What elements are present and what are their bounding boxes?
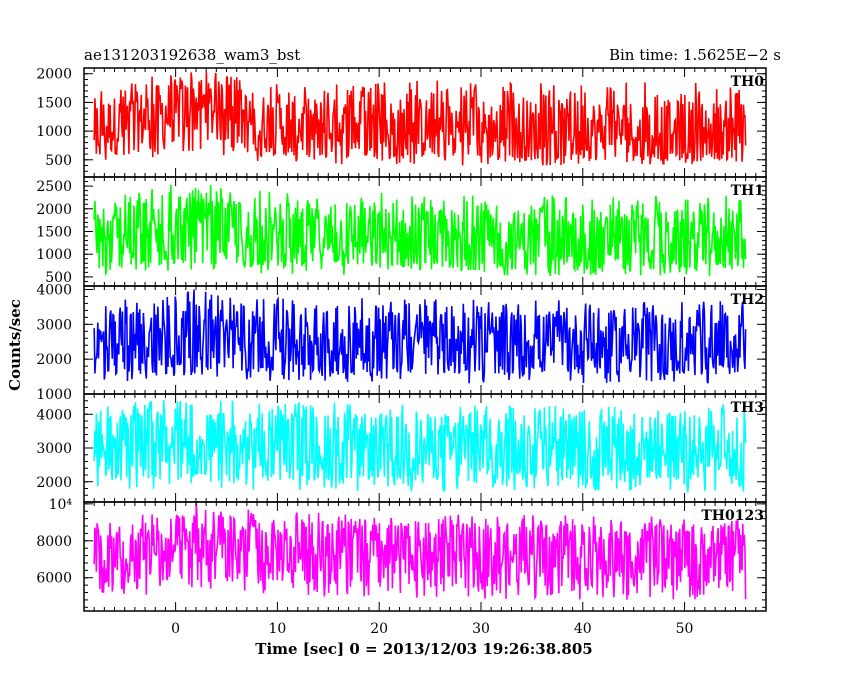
y-tick-label: 3000: [36, 441, 72, 457]
x-tick-label: 0: [171, 621, 180, 637]
series-th2: [93, 289, 747, 384]
y-tick-label: 2000: [36, 475, 72, 491]
y-tick-label: 500: [45, 153, 72, 169]
x-tick-label: 20: [370, 621, 388, 637]
x-tick-label: 50: [676, 621, 694, 637]
panel-frame: [83, 501, 767, 612]
series-th1: [93, 184, 747, 277]
series-th0: [93, 71, 747, 166]
series-label-th2: TH2: [731, 292, 764, 308]
y-tick-label: 1500: [36, 225, 72, 241]
series-th0123: [93, 502, 747, 601]
y-tick-label: 4000: [36, 282, 72, 298]
chart-title: ae131203192638_wam3_bst: [84, 46, 300, 64]
y-tick-label: 2000: [36, 352, 72, 368]
panel-th1: 500 1000 1500 2000 2500 TH1: [36, 176, 767, 287]
y-tick-label: 6000: [36, 571, 72, 587]
panel-th2: 1000 2000 3000 4000 TH2: [36, 282, 767, 403]
x-tick-label: 30: [472, 621, 490, 637]
y-tick-label: 1000: [36, 247, 72, 263]
y-tick-label: 1500: [36, 95, 72, 111]
y-tick-label: 8000: [36, 534, 72, 550]
y-axis-label: Counts/sec: [6, 299, 24, 391]
y-tick-label: 1000: [36, 124, 72, 140]
y-tick-label: 1000: [36, 387, 72, 403]
y-tick-label: 500: [45, 270, 72, 286]
y-tick-label: 2000: [36, 202, 72, 218]
panel-th0: 500 1000 1500 2000 TH0: [36, 67, 767, 178]
y-tick-label: 3000: [36, 317, 72, 333]
series-label-th1: TH1: [731, 183, 764, 199]
panel-th3: 2000 3000 4000 TH3: [36, 393, 767, 503]
series-label-th0: TH0: [731, 74, 765, 90]
series-th3: [93, 400, 747, 493]
x-tick-label: 10: [268, 621, 286, 637]
panel-th0123: 6000 8000 10⁴ TH0123: [36, 497, 767, 612]
series-label-th3: TH3: [731, 400, 764, 416]
y-tick-label: 2500: [36, 179, 72, 195]
y-tick-label: 4000: [36, 407, 72, 423]
x-axis-label: Time [sec] 0 = 2013/12/03 19:26:38.805: [255, 640, 592, 658]
bin-time-label: Bin time: 1.5625E−2 s: [609, 46, 781, 64]
y-tick-label: 10⁴: [49, 497, 73, 513]
y-tick-label: 2000: [36, 67, 72, 83]
series-label-th0123: TH0123: [701, 508, 764, 524]
x-tick-label: 40: [574, 621, 592, 637]
